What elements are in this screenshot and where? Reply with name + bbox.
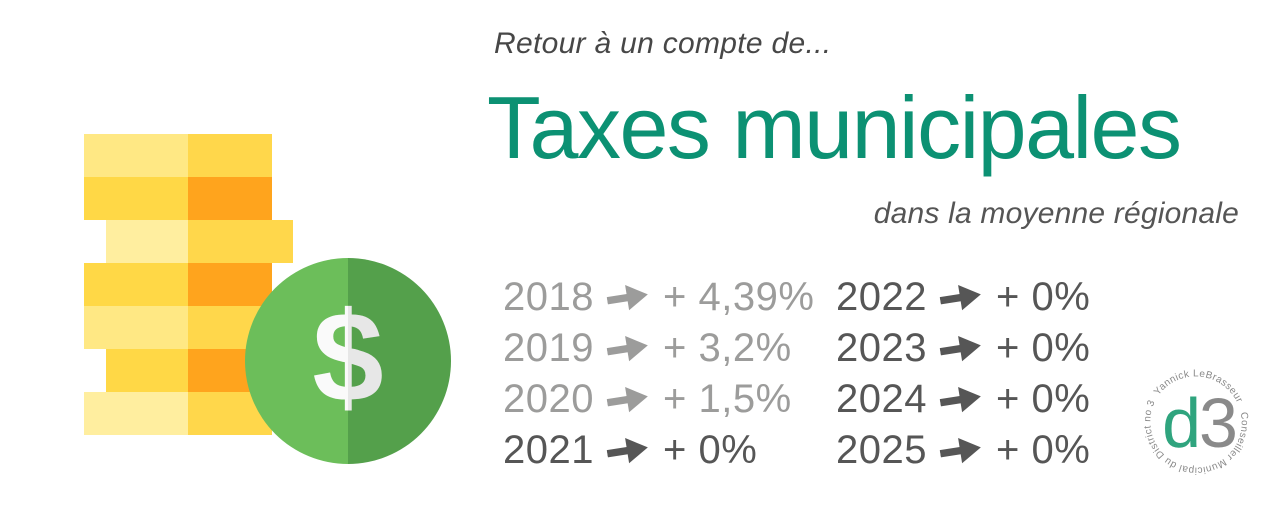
d3-logo: Yannick LeBrasseur Conseiller Municipal … <box>1142 368 1249 475</box>
rate-value: + 0% <box>996 428 1091 472</box>
coin <box>84 263 272 306</box>
arrow-right-icon <box>605 280 651 315</box>
tax-rate-row-2025: 2025 + 0% <box>836 425 1090 476</box>
coin-right-half <box>188 177 272 220</box>
eyebrow-text: Retour à un compte de... <box>494 27 832 60</box>
tax-rate-row-2019: 2019 + 3,2% <box>503 323 814 374</box>
coin <box>84 392 272 435</box>
coin-left-half <box>84 392 188 435</box>
tax-rate-row-2020: 2020 + 1,5% <box>503 374 814 425</box>
rate-value: + 3,2% <box>663 326 792 370</box>
year-label: 2018 <box>503 275 594 319</box>
arrow-right-icon <box>938 331 984 366</box>
tax-rate-row-2023: 2023 + 0% <box>836 323 1090 374</box>
rate-value: + 1,5% <box>663 377 792 421</box>
arrow-right-icon <box>605 433 651 468</box>
year-label: 2022 <box>836 275 927 319</box>
coin <box>84 306 272 349</box>
tax-rate-row-2018: 2018 + 4,39% <box>503 272 814 323</box>
rate-value: + 0% <box>996 326 1091 370</box>
arrow-right-icon <box>605 331 651 366</box>
dollar-sign-left: $ <box>312 286 384 429</box>
coin-left-half <box>84 263 188 306</box>
year-label: 2020 <box>503 377 594 421</box>
coin <box>106 220 293 263</box>
arrow-right-icon <box>938 382 984 417</box>
arrow-right-icon <box>605 382 651 417</box>
tax-rates-column-2: 2022 + 0% 2023 + 0% 2024 + 0% 2025 + 0% <box>836 272 1090 476</box>
rate-value: + 0% <box>663 428 758 472</box>
year-label: 2025 <box>836 428 927 472</box>
coin-left-half <box>84 306 188 349</box>
arrow-right-icon <box>938 280 984 315</box>
rate-value: + 0% <box>996 275 1091 319</box>
tax-rate-row-2022: 2022 + 0% <box>836 272 1090 323</box>
subtitle-text: dans la moyenne régionale <box>873 197 1239 230</box>
page-title: Taxes municipales <box>487 78 1182 177</box>
tax-rate-row-2024: 2024 + 0% <box>836 374 1090 425</box>
year-label: 2023 <box>836 326 927 370</box>
rate-value: + 0% <box>996 377 1091 421</box>
year-label: 2021 <box>503 428 594 472</box>
coin <box>106 349 293 392</box>
dollar-sign-right: $ <box>312 286 384 429</box>
coin <box>84 134 272 177</box>
coin-left-half <box>84 177 188 220</box>
year-label: 2019 <box>503 326 594 370</box>
dollar-sign-icon: $ $ <box>245 258 451 464</box>
dollar-coin-icon: $ $ <box>245 258 451 464</box>
tax-rate-row-2021: 2021 + 0% <box>503 425 814 476</box>
arrow-right-icon <box>938 433 984 468</box>
rate-value: + 4,39% <box>663 275 815 319</box>
coin <box>84 177 272 220</box>
tax-rates-column-1: 2018 + 4,39% 2019 + 3,2% 2020 + 1,5% 202… <box>503 272 814 476</box>
year-label: 2024 <box>836 377 927 421</box>
coin-left-half <box>106 220 188 263</box>
coin-right-half <box>188 220 293 263</box>
coin-left-half <box>106 349 188 392</box>
logo-monogram: d3 <box>1162 384 1236 462</box>
coin-right-half <box>188 134 272 177</box>
coin-right-half <box>188 263 272 306</box>
coin-left-half <box>84 134 188 177</box>
